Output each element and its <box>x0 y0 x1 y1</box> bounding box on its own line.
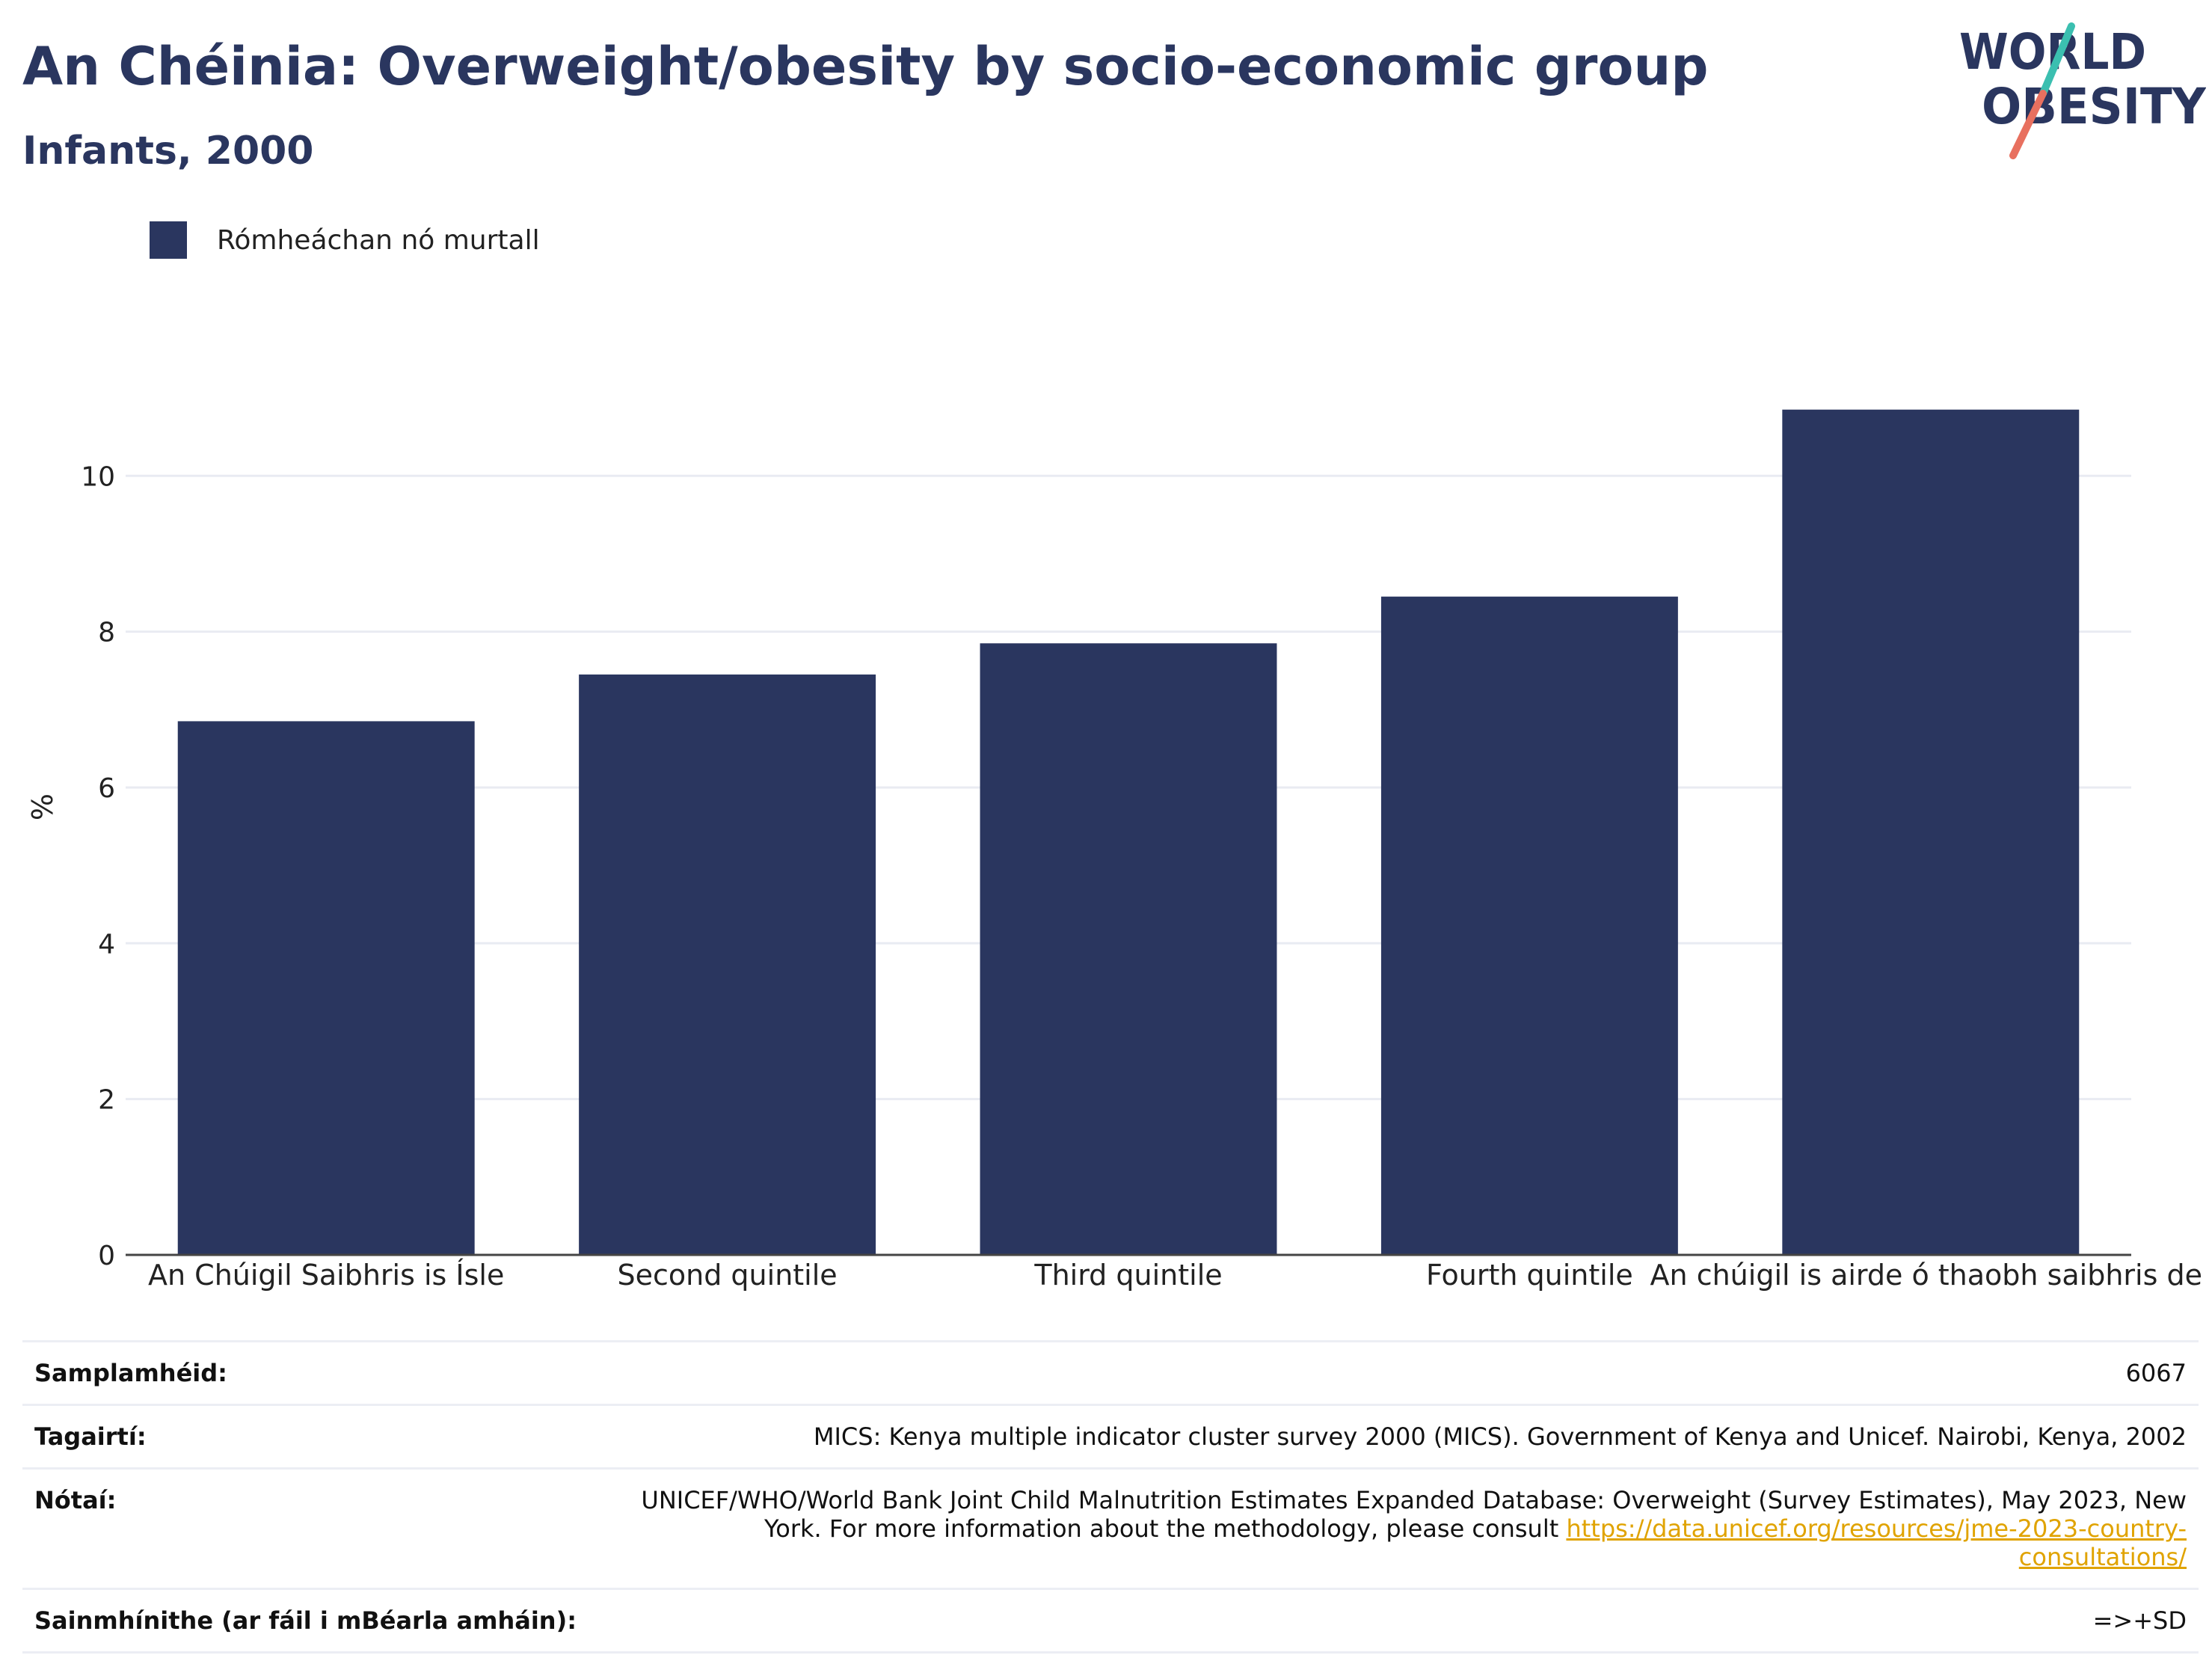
info-value: MICS: Kenya multiple indicator cluster s… <box>589 1404 2199 1469</box>
info-row-definitions: Sainmhínithe (ar fáil i mBéarla amháin):… <box>22 1588 2199 1654</box>
info-key: Tagairtí: <box>22 1404 589 1469</box>
bar <box>980 643 1277 1255</box>
legend-label: Rómheáchan nó murtall <box>217 224 540 256</box>
chart-legend: Rómheáchan nó murtall <box>150 221 540 259</box>
y-tick-label: 10 <box>81 461 115 492</box>
info-key: Samplamhéid: <box>22 1340 589 1405</box>
x-tick-label: An chúigil is airde ó thaobh saibhris de <box>1650 1259 2202 1292</box>
x-tick-label: Second quintile <box>618 1259 838 1292</box>
bar <box>579 674 876 1255</box>
y-tick-labels: 0 2 4 6 8 10 <box>81 461 115 1271</box>
y-tick-label: 0 <box>98 1241 115 1271</box>
x-tick-label: An Chúigil Saibhris is Ísle <box>148 1259 504 1292</box>
y-axis-label: % <box>26 793 59 820</box>
bar <box>177 721 475 1255</box>
info-row-notes: Nótaí: UNICEF/WHO/World Bank Joint Child… <box>22 1467 2199 1589</box>
bar <box>1380 596 1678 1255</box>
info-key: Sainmhínithe (ar fáil i mBéarla amháin): <box>22 1588 589 1654</box>
chart-title: An Chéinia: Overweight/obesity by socio-… <box>22 36 1709 97</box>
x-tick-label: Third quintile <box>1033 1259 1222 1292</box>
y-tick-label: 8 <box>98 618 115 648</box>
x-tick-label: Fourth quintile <box>1426 1259 1633 1292</box>
info-row-sample-size: Samplamhéid: 6067 <box>22 1340 2199 1405</box>
y-tick-label: 4 <box>98 929 115 959</box>
info-row-references: Tagairtí: MICS: Kenya multiple indicator… <box>22 1404 2199 1469</box>
info-table: Samplamhéid: 6067 Tagairtí: MICS: Kenya … <box>22 1340 2199 1654</box>
methodology-link[interactable]: https://data.unicef.org/resources/jme-20… <box>1566 1514 2187 1571</box>
chart-subtitle: Infants, 2000 <box>22 129 314 174</box>
notes-text: UNICEF/WHO/World Bank Joint Child Malnut… <box>641 1486 2187 1543</box>
bars <box>177 409 2080 1255</box>
legend-swatch <box>150 221 187 259</box>
info-value: =>+SD <box>589 1588 2199 1654</box>
info-key: Nótaí: <box>22 1467 589 1589</box>
x-tick-labels: An Chúigil Saibhris is Ísle Second quinti… <box>148 1259 2202 1292</box>
info-value: UNICEF/WHO/World Bank Joint Child Malnut… <box>589 1467 2199 1589</box>
logo-line2: OBESITY <box>1982 78 2206 135</box>
world-obesity-logo: WORLD OBESITY <box>1959 22 2207 165</box>
bar <box>1782 409 2080 1255</box>
y-tick-label: 6 <box>98 773 115 804</box>
y-tick-label: 2 <box>98 1085 115 1116</box>
info-value: 6067 <box>589 1340 2199 1405</box>
bar-chart: 0 2 4 6 8 10 An Chúigil Saibhris is Ísle Secon… <box>26 409 2202 1292</box>
